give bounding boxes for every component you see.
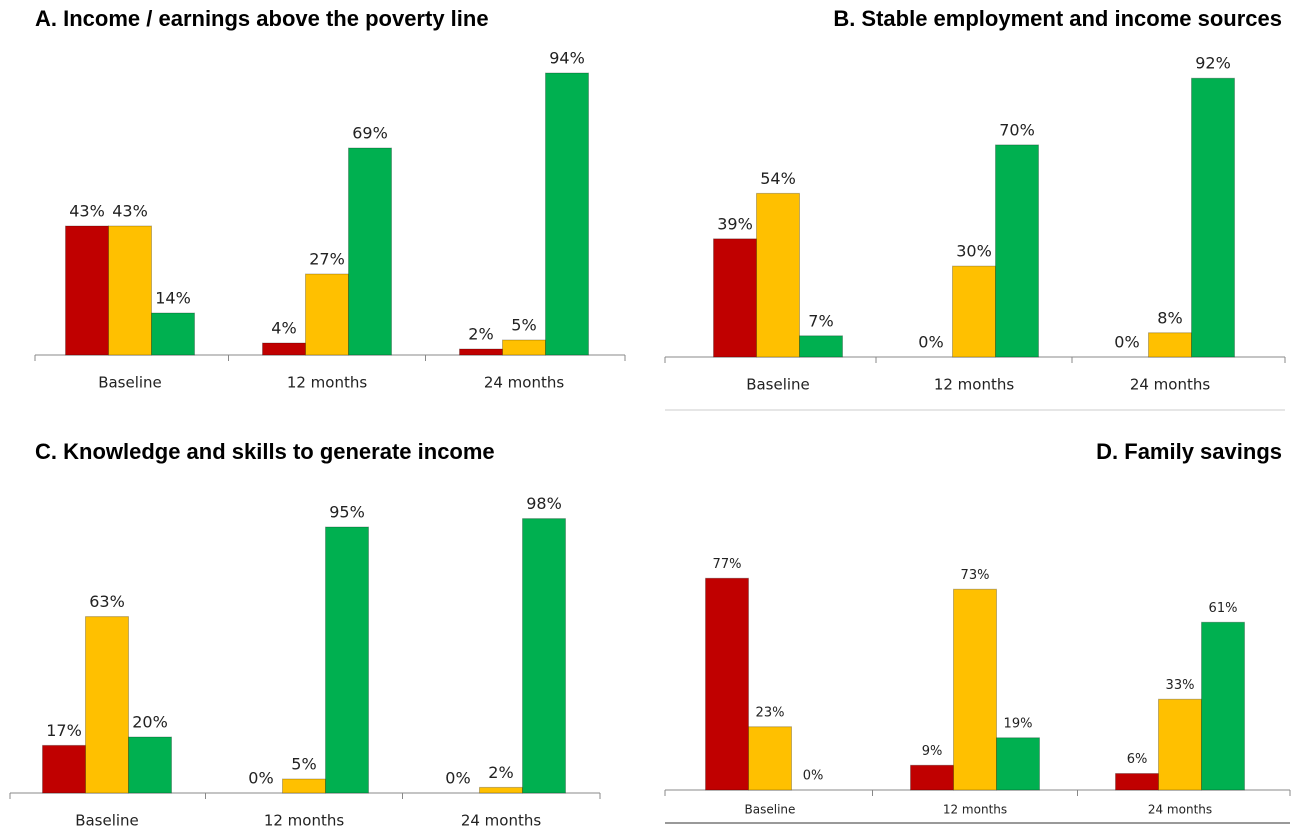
value-label: 33% [1166, 678, 1195, 693]
bar [128, 736, 172, 794]
bar [1191, 77, 1235, 358]
value-label: 19% [1004, 716, 1033, 731]
chart-title: D. Family savings [1096, 439, 1282, 464]
bar [151, 312, 195, 356]
bar [42, 744, 86, 794]
value-label: 5% [291, 755, 316, 774]
x-tick-label: 24 months [461, 812, 542, 830]
value-label: 39% [717, 214, 753, 233]
bar [756, 192, 800, 358]
value-label: 4% [271, 319, 296, 338]
value-label: 54% [760, 169, 796, 188]
bar [799, 335, 843, 358]
bar [108, 225, 152, 356]
bar [748, 726, 792, 791]
x-tick-label: 24 months [1148, 803, 1212, 817]
value-label: 61% [1209, 601, 1238, 616]
bar [953, 588, 997, 791]
bar [325, 526, 369, 794]
value-label: 92% [1195, 54, 1231, 73]
bar [459, 348, 503, 356]
bar [522, 518, 566, 794]
value-label: 23% [756, 705, 785, 720]
chart-title: B. Stable employment and income sources [833, 6, 1282, 31]
x-tick-label: Baseline [745, 803, 796, 817]
value-label: 63% [89, 592, 125, 611]
bar [713, 238, 757, 358]
bar [479, 786, 523, 794]
value-label: 6% [1127, 752, 1148, 767]
value-label: 0% [918, 333, 943, 352]
value-label: 2% [468, 325, 493, 344]
bar [502, 339, 546, 356]
bar [705, 577, 749, 791]
value-label: 2% [488, 763, 513, 782]
value-label: 0% [248, 769, 273, 788]
value-label: 0% [803, 769, 824, 784]
value-label: 5% [511, 316, 536, 335]
x-tick-label: 12 months [287, 374, 368, 392]
bar [1148, 332, 1192, 358]
value-label: 95% [329, 503, 365, 522]
bar [995, 144, 1039, 358]
x-tick-label: Baseline [75, 812, 139, 830]
value-label: 0% [445, 769, 470, 788]
value-label: 9% [922, 744, 943, 759]
value-label: 20% [132, 713, 168, 732]
bar [305, 273, 349, 356]
bar [996, 737, 1040, 791]
value-label: 17% [46, 721, 82, 740]
bar [1158, 698, 1202, 791]
bar [910, 764, 954, 791]
value-label: 43% [69, 202, 105, 221]
bar [1115, 773, 1159, 791]
value-label: 94% [549, 49, 585, 68]
x-tick-label: 24 months [484, 374, 565, 392]
bar [952, 265, 996, 358]
chart-title: A. Income / earnings above the poverty l… [35, 6, 489, 31]
x-tick-label: Baseline [746, 376, 810, 394]
value-label: 14% [155, 289, 191, 308]
value-label: 43% [112, 202, 148, 221]
value-label: 98% [526, 494, 562, 513]
bar [65, 225, 109, 356]
value-label: 7% [808, 311, 833, 330]
x-tick-label: 12 months [264, 812, 345, 830]
bar [348, 147, 392, 356]
value-label: 30% [956, 242, 992, 261]
x-tick-label: 24 months [1130, 376, 1211, 394]
chart-title: C. Knowledge and skills to generate inco… [35, 439, 495, 464]
value-label: 8% [1157, 308, 1182, 327]
bar [262, 342, 306, 356]
x-tick-label: 12 months [934, 376, 1015, 394]
value-label: 69% [352, 124, 388, 143]
x-tick-label: Baseline [98, 374, 162, 392]
value-label: 70% [999, 120, 1035, 139]
value-label: 0% [1114, 333, 1139, 352]
value-label: 73% [961, 568, 990, 583]
x-tick-label: 12 months [943, 803, 1007, 817]
bar [85, 616, 129, 794]
bar [545, 72, 589, 356]
bar [1201, 621, 1245, 791]
value-label: 77% [713, 557, 742, 572]
value-label: 27% [309, 250, 345, 269]
bar [282, 778, 326, 794]
